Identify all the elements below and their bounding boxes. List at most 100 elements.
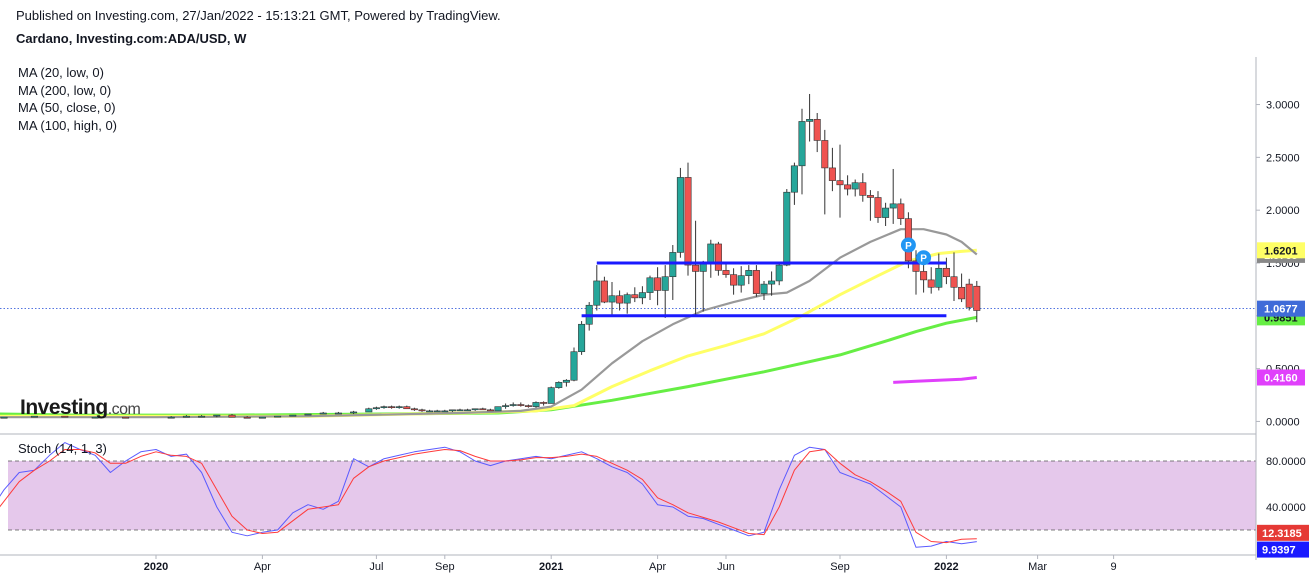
candle[interactable]: [874, 197, 882, 218]
candle[interactable]: [334, 412, 342, 415]
candle[interactable]: [464, 409, 472, 412]
candle[interactable]: [319, 412, 327, 415]
candle[interactable]: [486, 409, 494, 412]
candle[interactable]: [828, 167, 836, 181]
candle[interactable]: [631, 294, 639, 299]
pivot-marker[interactable]: [900, 237, 916, 253]
candle[interactable]: [707, 243, 715, 265]
candle[interactable]: [30, 415, 38, 418]
candle[interactable]: [182, 415, 190, 418]
candle[interactable]: [737, 275, 745, 286]
candle[interactable]: [821, 140, 829, 169]
candle[interactable]: [365, 408, 373, 413]
candle[interactable]: [456, 409, 464, 412]
candle[interactable]: [61, 415, 69, 418]
candle[interactable]: [623, 294, 631, 304]
candle[interactable]: [167, 416, 175, 419]
candle[interactable]: [540, 402, 548, 404]
candle[interactable]: [654, 277, 662, 291]
candle[interactable]: [730, 274, 738, 286]
candle[interactable]: [418, 409, 426, 412]
stoch-pane[interactable]: [0, 442, 1256, 548]
candle[interactable]: [509, 404, 517, 406]
candle[interactable]: [388, 406, 396, 409]
candle[interactable]: [304, 413, 312, 416]
candle[interactable]: [844, 184, 852, 190]
candle[interactable]: [935, 267, 943, 288]
candle[interactable]: [699, 263, 707, 272]
pivot-marker[interactable]: [916, 250, 932, 266]
candle[interactable]: [471, 408, 479, 411]
ma-legend-item[interactable]: MA (200, low, 0): [18, 82, 112, 98]
stoch-legend[interactable]: Stoch (14, 1, 3): [18, 441, 107, 456]
candle[interactable]: [578, 323, 586, 353]
candle[interactable]: [806, 119, 814, 122]
candle[interactable]: [638, 292, 646, 299]
candle[interactable]: [433, 410, 441, 413]
candle[interactable]: [973, 285, 981, 311]
candle[interactable]: [600, 280, 608, 303]
candle[interactable]: [692, 264, 700, 272]
candle[interactable]: [372, 407, 380, 410]
candle[interactable]: [524, 405, 532, 407]
candle[interactable]: [350, 411, 358, 414]
candle[interactable]: [722, 270, 730, 275]
candle[interactable]: [950, 276, 958, 288]
candle[interactable]: [502, 405, 510, 407]
candle[interactable]: [965, 283, 973, 308]
candle[interactable]: [274, 415, 282, 418]
candle[interactable]: [661, 276, 669, 291]
candle[interactable]: [897, 203, 905, 219]
candle[interactable]: [859, 182, 867, 196]
candle[interactable]: [517, 404, 525, 406]
candle[interactable]: [426, 410, 434, 413]
candle[interactable]: [836, 180, 844, 186]
ma-legend-item[interactable]: MA (100, high, 0): [18, 117, 117, 133]
candle[interactable]: [395, 406, 403, 409]
candle[interactable]: [494, 406, 502, 412]
candle[interactable]: [851, 182, 859, 190]
candle[interactable]: [289, 414, 297, 417]
candle[interactable]: [258, 416, 266, 419]
candle[interactable]: [942, 267, 950, 278]
candle[interactable]: [783, 191, 791, 266]
candle[interactable]: [532, 402, 540, 407]
candle[interactable]: [958, 286, 966, 300]
candle[interactable]: [570, 351, 578, 381]
candle[interactable]: [669, 252, 677, 278]
candle[interactable]: [760, 283, 768, 294]
candle[interactable]: [889, 203, 897, 209]
candle[interactable]: [684, 177, 692, 266]
candle[interactable]: [775, 264, 783, 282]
candle[interactable]: [882, 207, 890, 218]
candle[interactable]: [448, 409, 456, 412]
price-pane[interactable]: PP: [0, 93, 1256, 419]
candle[interactable]: [228, 414, 236, 418]
candle[interactable]: [547, 387, 555, 404]
candle[interactable]: [91, 416, 99, 419]
candle[interactable]: [593, 280, 601, 306]
candle[interactable]: [752, 270, 760, 294]
candle[interactable]: [243, 416, 251, 419]
ma-legend-item[interactable]: MA (20, low, 0): [18, 65, 104, 80]
candle[interactable]: [616, 295, 624, 304]
candle[interactable]: [768, 280, 776, 285]
candle[interactable]: [745, 270, 753, 276]
ma-legend-item[interactable]: MA (50, close, 0): [18, 100, 116, 115]
candle[interactable]: [0, 416, 8, 419]
candle[interactable]: [441, 410, 449, 413]
candle[interactable]: [798, 121, 806, 167]
candle[interactable]: [410, 408, 418, 411]
candle[interactable]: [790, 165, 798, 193]
candle[interactable]: [213, 414, 221, 417]
candle[interactable]: [555, 382, 563, 388]
candle[interactable]: [866, 195, 874, 198]
candle[interactable]: [608, 295, 616, 303]
candle[interactable]: [714, 243, 722, 271]
candle[interactable]: [813, 119, 821, 141]
candle[interactable]: [646, 277, 654, 293]
candle[interactable]: [676, 177, 684, 253]
candle[interactable]: [380, 406, 388, 409]
candle[interactable]: [122, 416, 130, 419]
